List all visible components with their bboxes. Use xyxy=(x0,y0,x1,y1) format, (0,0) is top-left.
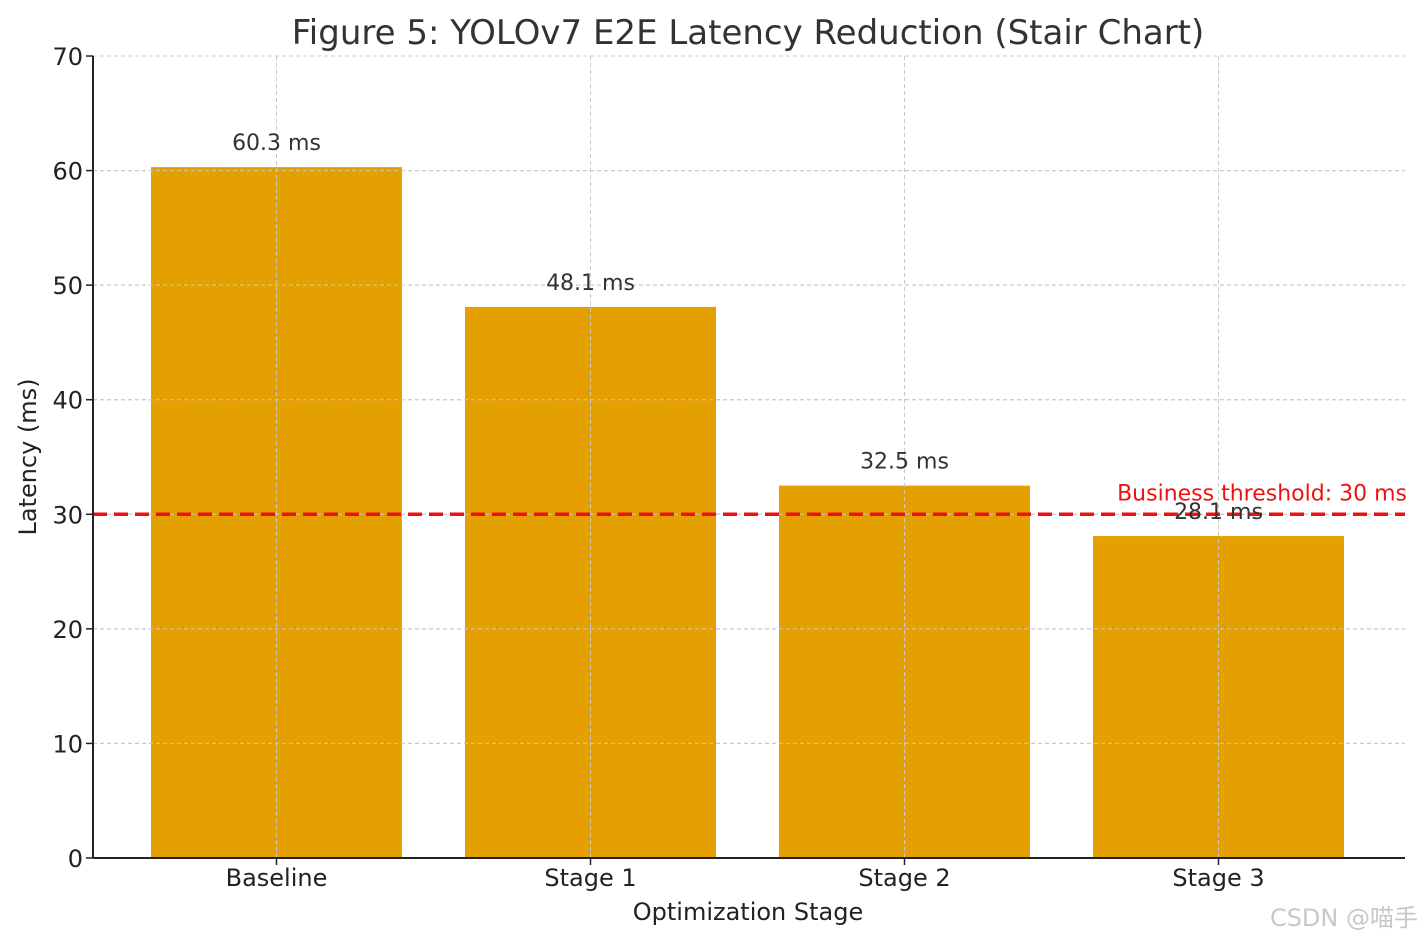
labels-layer: 60.3 ms 48.1 ms 32.5 ms 28.1 ms xyxy=(232,131,1263,525)
threshold-label: Business threshold: 30 ms xyxy=(1117,481,1407,506)
y-tick-label: 40 xyxy=(52,387,83,415)
y-tick-label: 30 xyxy=(52,501,83,529)
x-axis-label: Optimization Stage xyxy=(633,898,864,926)
threshold-layer: Business threshold: 30 ms xyxy=(93,481,1407,517)
axes-layer: 0 10 20 30 40 50 60 70 Baseline Stage 1 Stage 2 Sta… xyxy=(52,43,1405,892)
x-tick-label: Stage 1 xyxy=(544,864,636,892)
y-tick-label: 60 xyxy=(52,158,83,186)
x-tick-label: Stage 2 xyxy=(858,864,950,892)
y-tick-label: 50 xyxy=(52,272,83,300)
data-label: 48.1 ms xyxy=(546,271,635,296)
x-tick-label: Stage 3 xyxy=(1172,864,1264,892)
chart-title: Figure 5: YOLOv7 E2E Latency Reduction (… xyxy=(292,13,1205,53)
y-axis-label: Latency (ms) xyxy=(14,378,42,535)
watermark: CSDN @喵手 xyxy=(1270,904,1418,932)
y-tick-label: 0 xyxy=(68,845,83,873)
y-tick-label: 10 xyxy=(52,730,83,758)
y-tick-label: 20 xyxy=(52,616,83,644)
x-tick-label: Baseline xyxy=(226,864,328,892)
data-label: 28.1 ms xyxy=(1174,500,1263,525)
data-label: 32.5 ms xyxy=(860,450,949,475)
y-tick-label: 70 xyxy=(52,43,83,71)
bars-layer xyxy=(93,55,1405,859)
data-label: 60.3 ms xyxy=(232,131,321,156)
